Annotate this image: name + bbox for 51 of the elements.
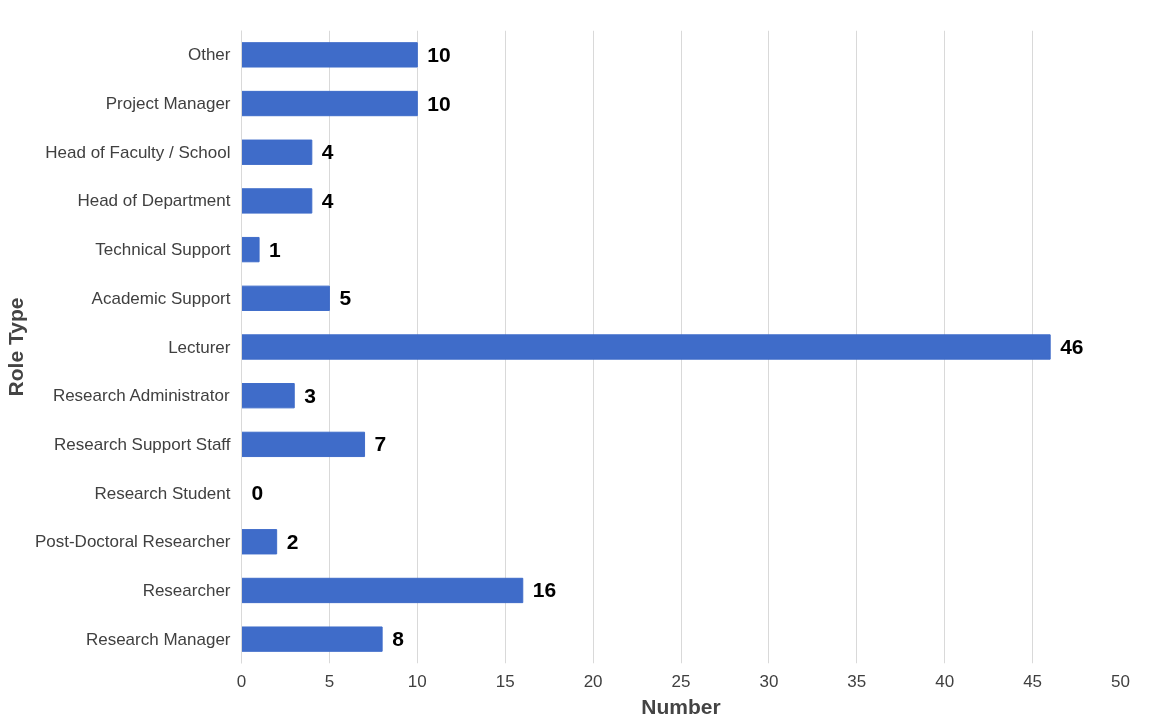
bar: [241, 383, 295, 409]
data-label: 4: [321, 140, 334, 164]
data-label: 8: [392, 627, 405, 651]
x-tick-label: 5: [324, 671, 335, 691]
y-tick-label: Research Support Staff: [54, 434, 231, 454]
y-tick-label: Post-Doctoral Researcher: [34, 532, 231, 552]
bar: [241, 626, 383, 652]
data-label: 4: [321, 188, 334, 212]
x-tick-label: 25: [671, 671, 691, 691]
x-tick-label: 10: [407, 671, 427, 691]
y-tick-label: Head of Faculty / School: [45, 142, 231, 162]
bar: [241, 334, 1051, 360]
y-tick-label: Academic Support: [91, 288, 231, 308]
x-tick-label: 30: [759, 671, 779, 691]
y-tick-label: Technical Support: [95, 240, 231, 260]
data-label: 46: [1060, 335, 1084, 358]
bar: [241, 139, 313, 165]
bar: [241, 577, 524, 604]
bar: [241, 236, 260, 263]
y-tick-label: Researcher: [142, 580, 231, 600]
y-tick-label: Lecturer: [168, 337, 231, 357]
y-tick-label: Project Manager: [105, 94, 231, 114]
bar: [241, 285, 330, 311]
data-label: 5: [339, 286, 352, 310]
x-tick-label: 40: [935, 671, 955, 691]
x-tick-label: 50: [1111, 671, 1130, 691]
x-tick-label: 0: [236, 671, 247, 691]
data-label: 0: [251, 481, 264, 505]
y-axis-title: Role Type: [3, 297, 27, 397]
data-label: 2: [286, 529, 299, 553]
data-label: 16: [532, 578, 557, 602]
data-label: 10: [427, 91, 451, 115]
data-label: 3: [304, 383, 316, 407]
y-tick-label: Research Administrator: [52, 386, 230, 406]
x-tick-label: 20: [583, 671, 603, 691]
data-label: 1: [269, 237, 282, 261]
bar: [241, 529, 278, 555]
bar: [241, 90, 418, 117]
y-tick-label: Other: [187, 45, 231, 65]
bar: [241, 431, 366, 458]
y-tick-label: Head of Department: [77, 191, 231, 211]
data-label: 7: [374, 432, 387, 456]
x-axis-title: Number: [641, 694, 721, 718]
x-tick-label: 15: [495, 671, 515, 691]
y-tick-label: Research Manager: [85, 629, 231, 649]
x-tick-label: 35: [847, 671, 867, 691]
x-tick-label: 45: [1023, 671, 1043, 691]
bar: [241, 42, 418, 68]
y-tick-label: Research Student: [94, 483, 231, 503]
data-label: 10: [427, 42, 451, 66]
bar: [241, 188, 313, 214]
